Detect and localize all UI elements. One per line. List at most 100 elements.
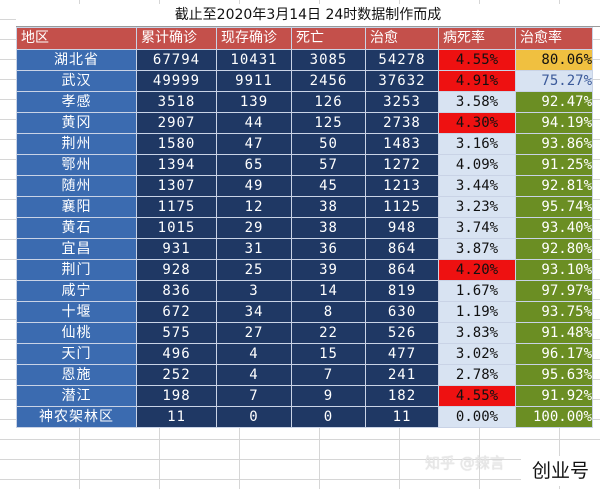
region-cell[interactable]: 鄂州 [16,154,137,176]
col-header-current[interactable]: 现存确诊 [216,27,292,50]
deaths-cell[interactable]: 126 [291,91,366,113]
deaths-cell[interactable]: 7 [291,364,366,386]
recovery-cell[interactable]: 95.74% [515,196,593,218]
current-cell[interactable]: 12 [216,196,292,218]
region-cell[interactable]: 随州 [16,175,137,197]
region-cell[interactable]: 荆门 [16,259,137,281]
total-cell[interactable]: 252 [136,364,217,386]
current-cell[interactable]: 47 [216,133,292,155]
fatality-cell[interactable]: 3.23% [438,196,516,218]
region-cell[interactable]: 荆州 [16,133,137,155]
total-cell[interactable]: 1307 [136,175,217,197]
cured-cell[interactable]: 241 [365,364,439,386]
fatality-cell[interactable]: 3.16% [438,133,516,155]
region-cell[interactable]: 襄阳 [16,196,137,218]
fatality-cell[interactable]: 2.78% [438,364,516,386]
current-cell[interactable]: 4 [216,343,292,365]
deaths-cell[interactable]: 36 [291,238,366,260]
recovery-cell[interactable]: 95.63% [515,364,593,386]
total-cell[interactable]: 49999 [136,70,217,92]
fatality-cell[interactable]: 4.30% [438,112,516,134]
cured-cell[interactable]: 11 [365,406,439,428]
current-cell[interactable]: 27 [216,322,292,344]
deaths-cell[interactable]: 45 [291,175,366,197]
recovery-cell[interactable]: 93.10% [515,259,593,281]
recovery-cell[interactable]: 97.97% [515,280,593,302]
deaths-cell[interactable]: 125 [291,112,366,134]
current-cell[interactable]: 65 [216,154,292,176]
cured-cell[interactable]: 3253 [365,91,439,113]
deaths-cell[interactable]: 3085 [291,49,366,71]
region-cell[interactable]: 神农架林区 [16,406,137,428]
fatality-cell[interactable]: 4.20% [438,259,516,281]
total-cell[interactable]: 1015 [136,217,217,239]
current-cell[interactable]: 139 [216,91,292,113]
current-cell[interactable]: 29 [216,217,292,239]
current-cell[interactable]: 0 [216,406,292,428]
current-cell[interactable]: 3 [216,280,292,302]
cured-cell[interactable]: 1272 [365,154,439,176]
deaths-cell[interactable]: 38 [291,217,366,239]
recovery-cell[interactable]: 93.75% [515,301,593,323]
cured-cell[interactable]: 37632 [365,70,439,92]
recovery-cell[interactable]: 91.92% [515,385,593,407]
deaths-cell[interactable]: 14 [291,280,366,302]
cured-cell[interactable]: 1125 [365,196,439,218]
deaths-cell[interactable]: 8 [291,301,366,323]
region-cell[interactable]: 十堰 [16,301,137,323]
fatality-cell[interactable]: 3.44% [438,175,516,197]
total-cell[interactable]: 1394 [136,154,217,176]
total-cell[interactable]: 575 [136,322,217,344]
current-cell[interactable]: 4 [216,364,292,386]
col-header-recovery[interactable]: 治愈率 [515,27,593,50]
region-cell[interactable]: 恩施 [16,364,137,386]
deaths-cell[interactable]: 15 [291,343,366,365]
fatality-cell[interactable]: 3.02% [438,343,516,365]
total-cell[interactable]: 3518 [136,91,217,113]
total-cell[interactable]: 672 [136,301,217,323]
total-cell[interactable]: 2907 [136,112,217,134]
total-cell[interactable]: 198 [136,385,217,407]
fatality-cell[interactable]: 3.87% [438,238,516,260]
deaths-cell[interactable]: 38 [291,196,366,218]
region-cell[interactable]: 仙桃 [16,322,137,344]
deaths-cell[interactable]: 22 [291,322,366,344]
total-cell[interactable]: 1580 [136,133,217,155]
current-cell[interactable]: 9911 [216,70,292,92]
deaths-cell[interactable]: 57 [291,154,366,176]
deaths-cell[interactable]: 0 [291,406,366,428]
total-cell[interactable]: 67794 [136,49,217,71]
region-cell[interactable]: 天门 [16,343,137,365]
fatality-cell[interactable]: 4.55% [438,385,516,407]
cured-cell[interactable]: 526 [365,322,439,344]
col-header-cured[interactable]: 治愈 [365,27,439,50]
deaths-cell[interactable]: 2456 [291,70,366,92]
current-cell[interactable]: 31 [216,238,292,260]
current-cell[interactable]: 7 [216,385,292,407]
recovery-cell[interactable]: 92.47% [515,91,593,113]
region-cell[interactable]: 黄石 [16,217,137,239]
col-header-region[interactable]: 地区 [16,27,137,50]
fatality-cell[interactable]: 4.55% [438,49,516,71]
total-cell[interactable]: 496 [136,343,217,365]
total-cell[interactable]: 1175 [136,196,217,218]
recovery-cell[interactable]: 91.48% [515,322,593,344]
fatality-cell[interactable]: 0.00% [438,406,516,428]
fatality-cell[interactable]: 3.83% [438,322,516,344]
recovery-cell[interactable]: 94.19% [515,112,593,134]
recovery-cell[interactable]: 92.80% [515,238,593,260]
fatality-cell[interactable]: 1.19% [438,301,516,323]
recovery-cell[interactable]: 91.25% [515,154,593,176]
col-header-fatality[interactable]: 病死率 [438,27,516,50]
region-cell[interactable]: 孝感 [16,91,137,113]
col-header-deaths[interactable]: 死亡 [291,27,366,50]
fatality-cell[interactable]: 3.58% [438,91,516,113]
cured-cell[interactable]: 182 [365,385,439,407]
cured-cell[interactable]: 630 [365,301,439,323]
total-cell[interactable]: 928 [136,259,217,281]
recovery-cell[interactable]: 92.81% [515,175,593,197]
cured-cell[interactable]: 864 [365,238,439,260]
cured-cell[interactable]: 864 [365,259,439,281]
total-cell[interactable]: 11 [136,406,217,428]
recovery-cell[interactable]: 75.27% [515,70,593,92]
